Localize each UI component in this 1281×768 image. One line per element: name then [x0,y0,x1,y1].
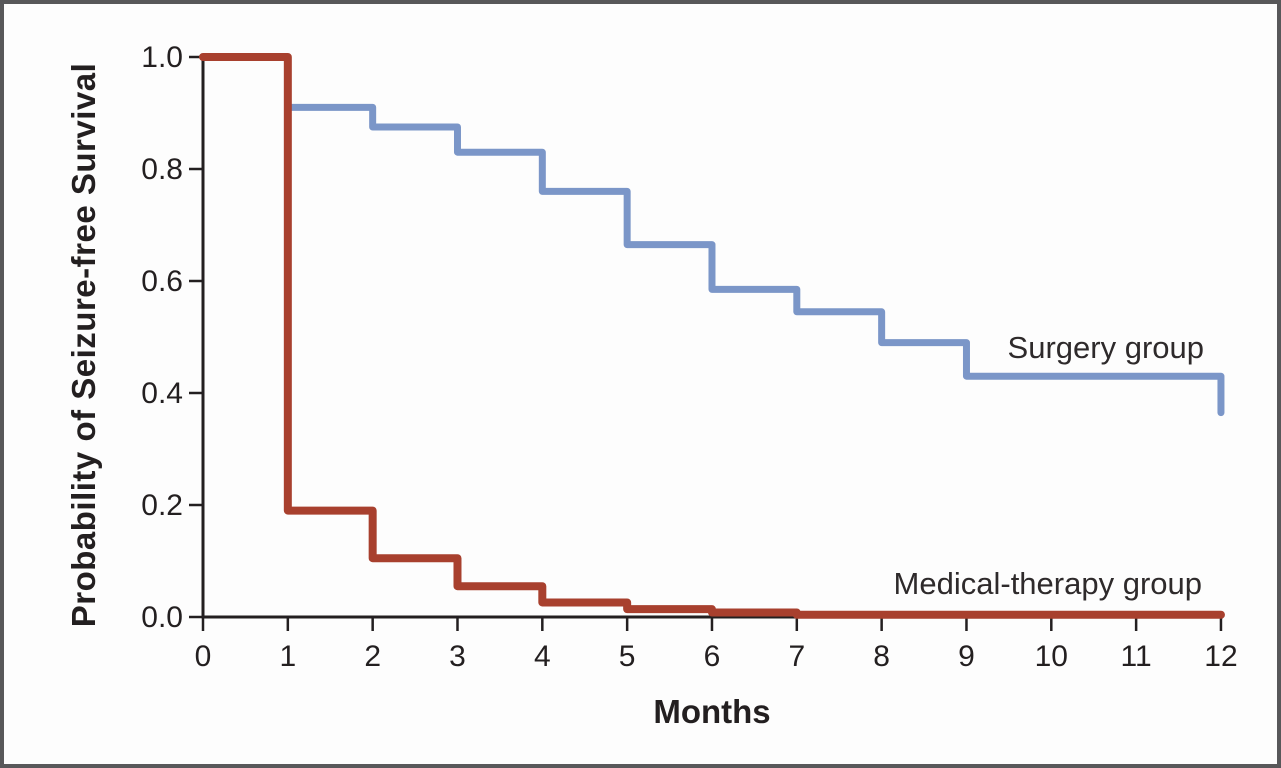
x-tick-label: 10 [1035,640,1068,673]
x-tick-label: 9 [958,640,975,673]
y-tick-label: 0.2 [141,489,183,522]
x-tick-label: 5 [619,640,636,673]
surgery-group-label: Surgery group [1007,330,1204,365]
y-tick-label: 0.8 [141,153,183,186]
medical-therapy-group-label: Medical-therapy group [893,566,1202,601]
x-tick-label: 12 [1204,640,1237,673]
x-tick-label: 4 [534,640,551,673]
y-tick-label: 0.4 [141,377,183,410]
survival-chart: 0.00.20.40.60.81.00 1 2 3 4 5 6 7 8 9 10 11 12 [141,41,1237,673]
x-tick-label: 0 [195,640,212,673]
y-tick-label: 0.0 [141,601,183,634]
medical-therapy-curve [199,53,1225,619]
x-tick-label: 6 [704,640,721,673]
x-tick-label: 2 [364,640,381,673]
y-tick-label: 0.6 [141,265,183,298]
y-axis-title: Probability of Seizure-free Survival [65,62,102,628]
x-tick-label: 7 [788,640,805,673]
curves [199,53,1225,619]
surgery-curve [199,53,1225,417]
x-tick-label: 3 [449,640,466,673]
y-tick-label: 1.0 [141,41,183,74]
x-tick-label: 11 [1121,640,1152,673]
x-tick-label: 1 [279,640,296,673]
x-axis-title: Months [653,693,771,730]
x-tick-label: 8 [873,640,890,673]
